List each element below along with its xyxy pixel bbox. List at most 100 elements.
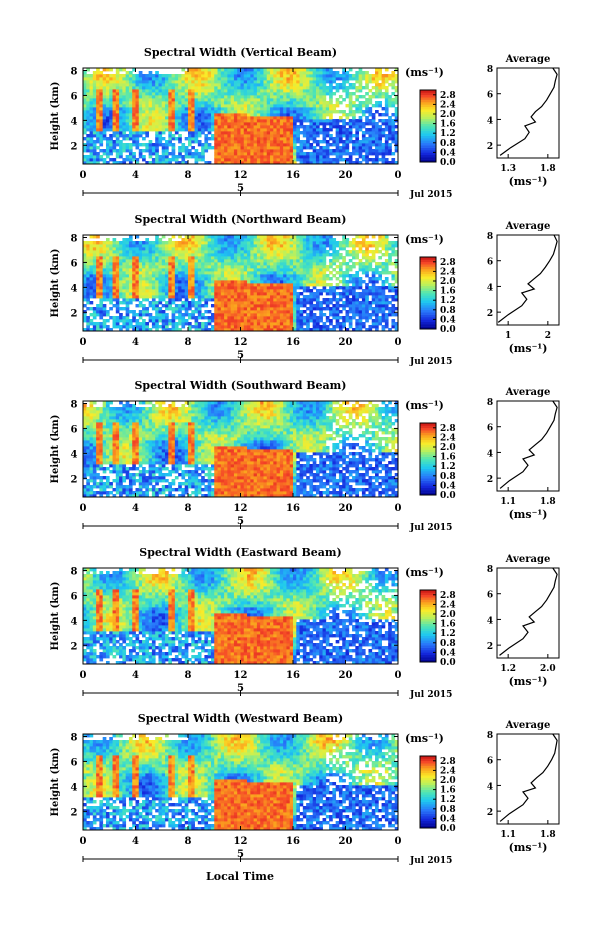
heatmap-cell <box>256 110 261 114</box>
heatmap-cell <box>204 80 209 84</box>
heatmap-cell <box>122 325 127 329</box>
heatmap-cell <box>315 319 320 323</box>
heatmap-cell <box>263 89 268 93</box>
heatmap-cell <box>315 238 320 242</box>
heatmap-cell <box>355 89 360 93</box>
heatmap-cell <box>99 80 104 84</box>
heatmap-cell <box>112 104 117 108</box>
heatmap-cell <box>286 262 291 266</box>
heatmap-cell <box>293 292 297 296</box>
heatmap-cell <box>194 149 199 153</box>
heatmap-cell <box>230 113 235 117</box>
colorbar-band <box>420 114 436 117</box>
heatmap-cell <box>315 328 320 332</box>
heatmap-cell <box>109 301 113 305</box>
heatmap-cell <box>151 101 156 105</box>
heatmap-cell <box>201 325 205 329</box>
heatmap-cell <box>299 110 304 114</box>
heatmap-cell <box>322 131 327 135</box>
heatmap-cell <box>306 113 310 117</box>
heatmap-cell <box>230 116 235 120</box>
heatmap-cell <box>256 122 261 126</box>
heatmap-cell <box>92 110 97 114</box>
heatmap-cell <box>89 119 94 123</box>
heatmap-cell <box>99 277 104 281</box>
heatmap-cell <box>375 143 379 147</box>
heatmap-cell <box>355 77 360 81</box>
heatmap-cell <box>151 119 156 123</box>
heatmap-cell <box>309 116 314 120</box>
heatmap-cell <box>227 292 232 296</box>
heatmap-cell <box>125 322 130 326</box>
heatmap-cell <box>109 83 113 87</box>
heatmap-cell <box>207 283 212 287</box>
heatmap-cell <box>233 140 238 144</box>
heatmap-cell <box>332 86 337 90</box>
heatmap-cell <box>92 286 97 290</box>
heatmap-cell <box>306 104 310 108</box>
heatmap-cell <box>263 122 268 126</box>
heatmap-cell <box>220 158 225 162</box>
heatmap-cell <box>315 265 320 269</box>
heatmap-cell <box>99 107 104 111</box>
heatmap-cell <box>158 274 163 278</box>
heatmap-cell <box>220 83 225 87</box>
heatmap-cell <box>243 292 248 296</box>
heatmap-cell <box>230 95 235 99</box>
heatmap-cell <box>109 307 113 311</box>
heatmap-cell <box>338 119 343 123</box>
heatmap-cell <box>224 92 228 96</box>
heatmap-cell <box>329 68 333 72</box>
heatmap-cell <box>309 77 314 81</box>
heatmap-cell <box>96 295 100 299</box>
heatmap-cell <box>181 86 186 90</box>
heatmap-cell <box>122 95 127 99</box>
heatmap-cell <box>240 328 245 332</box>
heatmap-cell <box>188 328 192 332</box>
heatmap-cell <box>96 292 100 296</box>
heatmap-cell <box>253 71 258 75</box>
heatmap-cell <box>92 149 97 153</box>
heatmap-cell <box>368 140 373 144</box>
heatmap-cell <box>158 107 163 111</box>
heatmap-cell <box>302 89 307 93</box>
heatmap-cell <box>191 116 195 120</box>
heatmap-cell <box>325 307 330 311</box>
heatmap-cell <box>188 74 192 78</box>
heatmap-cell <box>197 295 202 299</box>
heatmap-cell <box>315 128 320 132</box>
heatmap-cell <box>99 253 104 257</box>
heatmap-cell <box>286 125 291 129</box>
heatmap-cell <box>142 283 146 287</box>
heatmap-cell <box>220 89 225 93</box>
heatmap-cell <box>135 274 140 278</box>
heatmap-cell <box>240 83 245 87</box>
heatmap-cell <box>227 113 232 117</box>
heatmap-cell <box>375 128 379 132</box>
heatmap-cell <box>315 161 320 165</box>
heatmap-cell <box>322 307 327 311</box>
heatmap-cell <box>306 328 310 332</box>
heatmap-cell <box>342 158 346 162</box>
heatmap-cell <box>315 316 320 320</box>
heatmap-cell <box>188 322 192 326</box>
heatmap-cell <box>201 316 205 320</box>
heatmap-cell <box>279 122 284 126</box>
heatmap-cell <box>270 256 274 260</box>
heatmap-cell <box>204 283 209 287</box>
heatmap-cell <box>243 250 248 254</box>
heatmap-cell <box>128 107 133 111</box>
heatmap-cell <box>112 77 117 81</box>
heatmap-cell <box>155 292 159 296</box>
heatmap-cell <box>322 289 327 293</box>
heatmap-cell <box>233 125 238 129</box>
heatmap-cell <box>325 274 330 278</box>
heatmap-cell <box>191 89 195 93</box>
heatmap-cell <box>322 313 327 317</box>
heatmap-cell <box>181 122 186 126</box>
heatmap-cell <box>266 250 271 254</box>
heatmap-cell <box>220 122 225 126</box>
heatmap-cell <box>115 119 120 123</box>
heatmap-cell <box>289 274 294 278</box>
heatmap-cell <box>263 152 268 156</box>
